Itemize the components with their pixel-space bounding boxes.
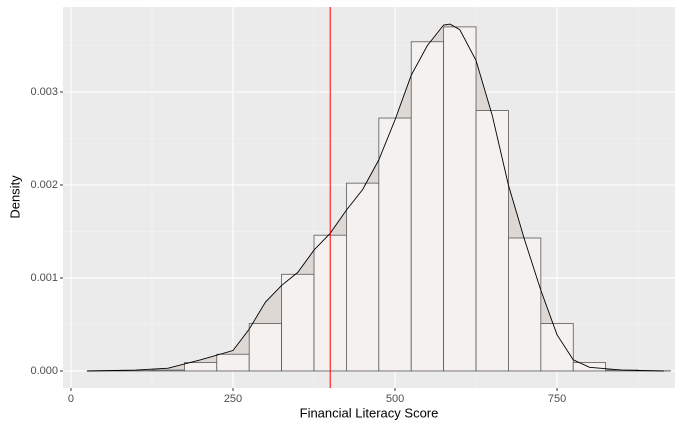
bar [346, 182, 380, 372]
x-tick-label: 250 [224, 393, 242, 405]
bar [410, 41, 445, 372]
x-axis-title: Financial Literacy Score [300, 405, 439, 420]
x-tick-label: 0 [68, 393, 74, 405]
bar [281, 273, 315, 372]
x-tick-label: 750 [548, 393, 566, 405]
y-tick-label: 0.000 [30, 365, 58, 377]
bar [248, 323, 283, 372]
x-tick-label: 500 [386, 393, 404, 405]
bar [216, 353, 250, 372]
bar [183, 362, 218, 372]
y-tick-label: 0.001 [30, 272, 58, 284]
density-line [87, 23, 665, 372]
y-axis-title: Density [7, 175, 22, 219]
y-tick-label: 0.002 [30, 179, 58, 191]
bar [378, 117, 412, 372]
bar [151, 369, 185, 372]
y-tick-label: 0.003 [30, 86, 58, 98]
bar [475, 110, 509, 372]
bar [443, 26, 477, 372]
bar [508, 237, 542, 372]
bar [540, 323, 574, 372]
